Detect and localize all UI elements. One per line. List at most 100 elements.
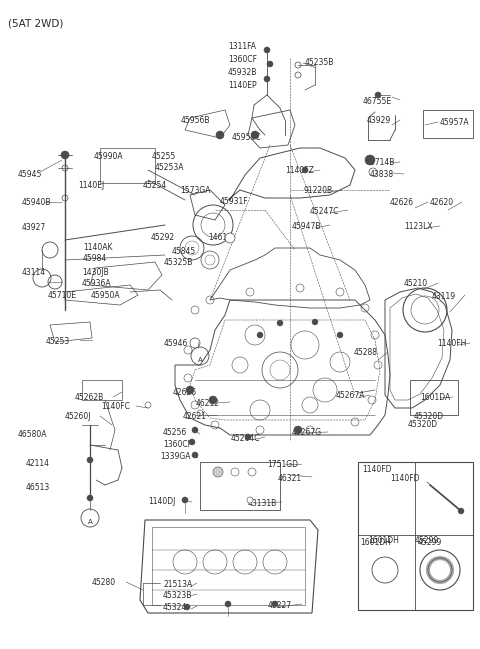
- Text: 1339GA: 1339GA: [160, 452, 191, 461]
- Text: 1123LX: 1123LX: [404, 222, 432, 231]
- Text: 45324: 45324: [163, 603, 187, 612]
- Text: 45320D: 45320D: [414, 412, 444, 421]
- Text: 1601DH: 1601DH: [368, 536, 399, 545]
- Bar: [200, 462, 280, 510]
- Bar: [152, 527, 305, 605]
- Text: 45947B: 45947B: [292, 222, 322, 231]
- Text: 14615: 14615: [208, 233, 232, 242]
- Text: 45932B: 45932B: [228, 68, 257, 77]
- Text: 45260J: 45260J: [65, 412, 92, 421]
- Circle shape: [257, 332, 263, 338]
- Text: 1140EJ: 1140EJ: [78, 181, 104, 190]
- Text: 45984: 45984: [83, 254, 107, 263]
- Text: 1140FD: 1140FD: [362, 465, 392, 474]
- Circle shape: [184, 604, 190, 610]
- Circle shape: [251, 131, 259, 139]
- Text: 45710E: 45710E: [48, 291, 77, 300]
- Circle shape: [213, 467, 223, 477]
- Text: 45262B: 45262B: [75, 393, 104, 402]
- Text: 1140FC: 1140FC: [101, 402, 130, 411]
- Text: 45320D: 45320D: [408, 420, 438, 429]
- Text: 43714B: 43714B: [366, 158, 396, 167]
- Text: 46755E: 46755E: [363, 97, 392, 106]
- Text: 1601DA: 1601DA: [420, 393, 450, 402]
- Text: 43927: 43927: [22, 223, 46, 232]
- Text: 1360CF: 1360CF: [228, 55, 257, 64]
- Text: 46212: 46212: [196, 399, 220, 408]
- Circle shape: [247, 497, 253, 503]
- Text: 45253: 45253: [46, 337, 70, 346]
- Circle shape: [186, 386, 194, 394]
- Text: 1573GA: 1573GA: [180, 186, 211, 195]
- Text: 45299: 45299: [415, 536, 439, 545]
- Circle shape: [337, 332, 343, 338]
- Text: 45956B: 45956B: [181, 116, 211, 125]
- Text: 1751GD: 1751GD: [267, 460, 298, 469]
- Text: 45267A: 45267A: [336, 391, 365, 400]
- Circle shape: [182, 497, 188, 503]
- Circle shape: [192, 452, 198, 458]
- Text: 45264C: 45264C: [231, 434, 261, 443]
- Text: 45210: 45210: [404, 279, 428, 288]
- Text: 1311FA: 1311FA: [228, 42, 256, 51]
- Text: 45253A: 45253A: [155, 163, 184, 172]
- Circle shape: [189, 439, 195, 445]
- Text: 45227: 45227: [268, 601, 292, 610]
- Circle shape: [267, 61, 273, 67]
- Text: 1140DJ: 1140DJ: [148, 497, 175, 506]
- Text: A: A: [198, 357, 203, 363]
- Text: 45299: 45299: [418, 538, 442, 547]
- Text: 43838: 43838: [370, 170, 394, 179]
- Text: 42626: 42626: [173, 388, 197, 397]
- Text: 45323B: 45323B: [163, 591, 192, 600]
- Circle shape: [87, 495, 93, 501]
- Bar: [410, 380, 458, 415]
- Circle shape: [245, 434, 251, 440]
- Text: 45254: 45254: [143, 181, 167, 190]
- Text: 91220B: 91220B: [303, 186, 332, 195]
- Circle shape: [209, 396, 217, 404]
- Circle shape: [61, 151, 69, 159]
- Circle shape: [225, 233, 235, 243]
- Circle shape: [375, 92, 381, 98]
- Text: 45247C: 45247C: [310, 207, 339, 216]
- Text: 42626: 42626: [390, 198, 414, 207]
- Circle shape: [272, 601, 278, 607]
- Circle shape: [312, 319, 318, 325]
- Text: 1140FZ: 1140FZ: [285, 166, 314, 175]
- Text: 21513A: 21513A: [163, 580, 192, 589]
- Text: 42621: 42621: [183, 412, 207, 421]
- Text: 46580A: 46580A: [18, 430, 48, 439]
- Text: (5AT 2WD): (5AT 2WD): [8, 18, 63, 28]
- Text: 46321: 46321: [278, 474, 302, 483]
- Bar: [100, 148, 155, 183]
- Circle shape: [225, 601, 231, 607]
- Text: 45280: 45280: [92, 578, 116, 587]
- Circle shape: [302, 167, 308, 173]
- Text: 1601DH: 1601DH: [360, 538, 391, 547]
- Circle shape: [192, 427, 198, 433]
- Text: 45256: 45256: [163, 428, 187, 437]
- Circle shape: [264, 76, 270, 82]
- Circle shape: [87, 457, 93, 463]
- Text: 45940B: 45940B: [22, 198, 51, 207]
- Circle shape: [365, 155, 375, 165]
- Text: 1140FD: 1140FD: [390, 474, 420, 483]
- Text: 1140AK: 1140AK: [83, 243, 112, 252]
- Bar: [423, 110, 473, 138]
- Text: 1140EP: 1140EP: [228, 81, 257, 90]
- Text: 43929: 43929: [367, 116, 391, 125]
- Text: 45292: 45292: [151, 233, 175, 242]
- Text: 1140FH: 1140FH: [437, 339, 467, 348]
- Text: 43114: 43114: [22, 268, 46, 277]
- Text: 43119: 43119: [432, 292, 456, 301]
- Text: 42114: 42114: [26, 459, 50, 468]
- Text: 42620: 42620: [430, 198, 454, 207]
- Circle shape: [277, 320, 283, 326]
- Circle shape: [458, 508, 464, 514]
- Text: 1360CF: 1360CF: [163, 440, 192, 449]
- Text: 45990A: 45990A: [94, 152, 124, 161]
- Text: A: A: [88, 519, 92, 525]
- Text: 45950A: 45950A: [91, 291, 120, 300]
- Text: 45845: 45845: [172, 247, 196, 256]
